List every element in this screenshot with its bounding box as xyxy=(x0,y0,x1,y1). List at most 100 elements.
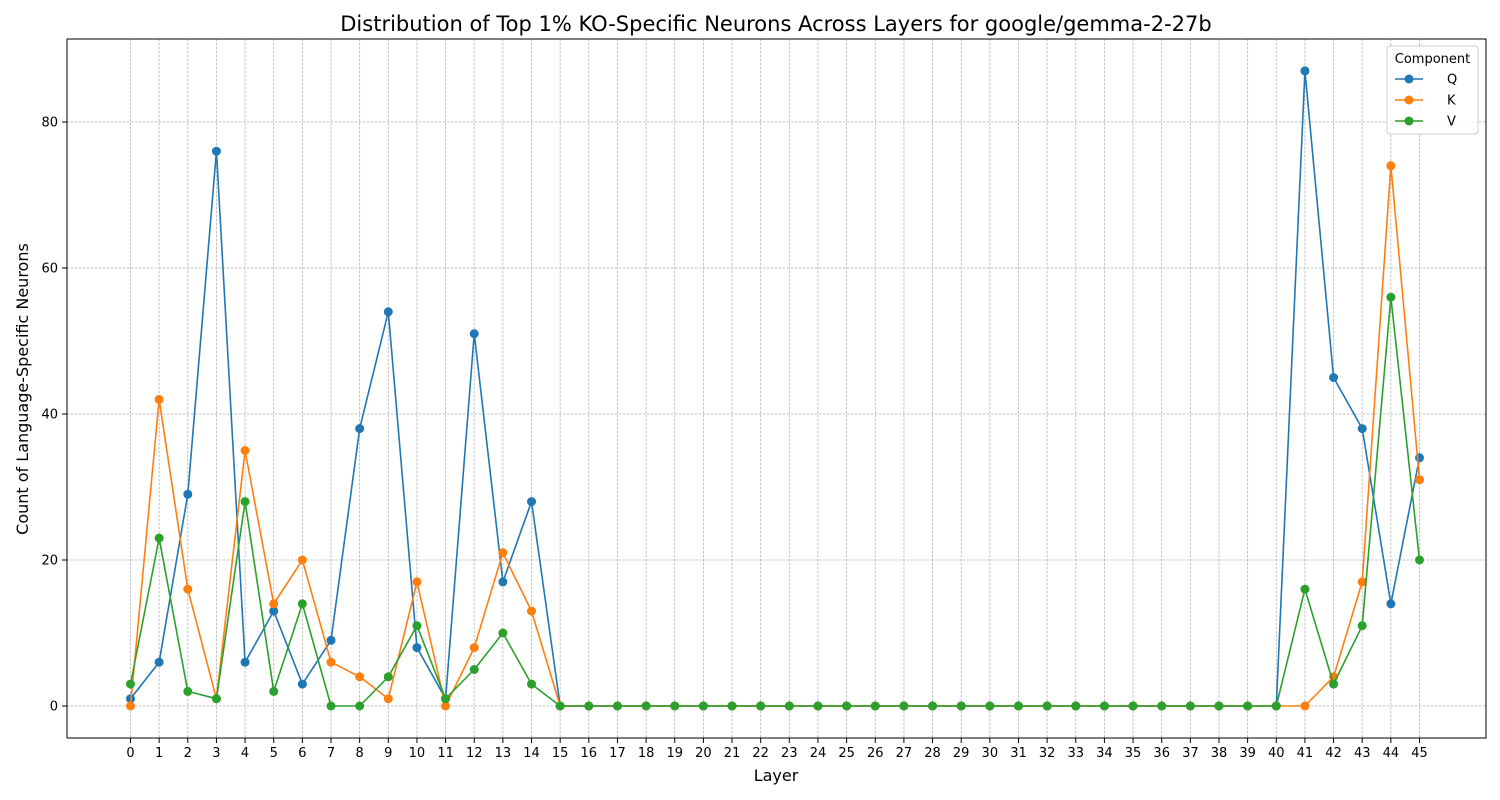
data-point-q xyxy=(1415,453,1424,463)
x-tick-label: 10 xyxy=(409,746,426,761)
series-v xyxy=(126,292,1424,711)
data-point-v xyxy=(727,701,737,711)
legend-label: K xyxy=(1447,94,1456,109)
x-tick-label: 7 xyxy=(327,746,335,761)
data-point-v xyxy=(297,599,307,609)
data-point-v xyxy=(1185,701,1195,711)
data-point-k xyxy=(498,548,508,558)
data-point-v xyxy=(870,701,880,711)
x-tick-label: 20 xyxy=(695,746,712,761)
data-point-v xyxy=(183,686,193,696)
data-point-q xyxy=(383,307,393,317)
y-tick-label: 40 xyxy=(41,408,58,423)
x-tick-label: 16 xyxy=(581,746,598,761)
plot-frame xyxy=(66,38,1487,739)
x-tick-label: 22 xyxy=(752,746,769,761)
data-point-v xyxy=(555,701,565,711)
data-point-k xyxy=(297,555,307,565)
data-point-k xyxy=(527,606,537,616)
data-point-v xyxy=(211,694,221,704)
x-tick-label: 21 xyxy=(724,746,741,761)
data-point-v xyxy=(441,694,451,704)
x-tick-label: 25 xyxy=(838,746,855,761)
x-tick-label: 27 xyxy=(896,746,913,761)
data-point-q xyxy=(240,657,250,667)
y-tick-label: 20 xyxy=(41,554,58,569)
data-point-q xyxy=(1357,424,1367,434)
data-point-v xyxy=(412,621,422,631)
legend-marker xyxy=(1404,116,1414,126)
data-point-q xyxy=(412,643,422,653)
x-tick-label: 6 xyxy=(298,746,306,761)
y-tick-label: 80 xyxy=(41,116,58,131)
data-point-k xyxy=(1415,475,1424,485)
x-tick-label: 42 xyxy=(1325,746,1342,761)
data-point-k xyxy=(240,446,250,455)
data-point-k xyxy=(355,672,365,682)
data-point-v xyxy=(1271,701,1281,711)
data-point-q xyxy=(269,606,279,616)
x-tick-label: 40 xyxy=(1268,746,1285,761)
series-line-v xyxy=(129,296,1421,707)
data-point-k xyxy=(126,701,135,711)
data-point-k xyxy=(326,657,336,667)
x-tick-label: 30 xyxy=(982,746,999,761)
data-point-v xyxy=(1300,584,1310,594)
x-tick-label: 37 xyxy=(1182,746,1199,761)
x-tick-label: 9 xyxy=(384,746,392,761)
series-q xyxy=(126,66,1424,711)
y-tick-label: 0 xyxy=(50,700,58,715)
x-tick-label: 32 xyxy=(1039,746,1056,761)
x-tick-label: 18 xyxy=(638,746,655,761)
x-tick-label: 26 xyxy=(867,746,884,761)
x-tick-label: 45 xyxy=(1411,746,1428,761)
series-layer xyxy=(126,66,1424,711)
x-tick-label: 44 xyxy=(1383,746,1400,761)
data-point-v xyxy=(498,628,508,638)
x-tick-label: 8 xyxy=(356,746,364,761)
data-point-v xyxy=(1329,679,1339,689)
x-tick-label: 34 xyxy=(1096,746,1113,761)
legend-entry-k: K xyxy=(1395,94,1456,109)
data-point-q xyxy=(211,146,221,156)
data-point-v xyxy=(1128,701,1138,711)
data-point-q xyxy=(527,497,537,507)
data-point-v xyxy=(527,679,537,689)
x-tick-label: 43 xyxy=(1354,746,1371,761)
data-point-q xyxy=(1386,599,1396,609)
data-point-v xyxy=(1013,701,1023,711)
data-point-v xyxy=(1042,701,1052,711)
data-point-v xyxy=(985,701,995,711)
data-point-v xyxy=(1157,701,1167,711)
data-point-k xyxy=(441,701,451,711)
x-tick-label: 29 xyxy=(953,746,970,761)
x-tick-label: 35 xyxy=(1125,746,1142,761)
data-point-v xyxy=(1099,701,1109,711)
data-point-v xyxy=(1386,292,1396,302)
data-point-q xyxy=(154,657,164,667)
x-tick-label: 33 xyxy=(1067,746,1084,761)
data-point-q xyxy=(297,679,307,689)
data-point-v xyxy=(1214,701,1224,711)
data-point-v xyxy=(469,665,479,674)
series-line-q xyxy=(129,70,1421,707)
legend-label: V xyxy=(1447,115,1456,130)
data-point-k xyxy=(154,394,164,404)
data-point-k xyxy=(1300,701,1310,711)
data-point-v xyxy=(269,686,279,696)
data-point-v xyxy=(784,701,794,711)
data-point-k xyxy=(269,599,279,609)
data-point-v xyxy=(956,701,966,711)
data-point-v xyxy=(670,701,680,711)
data-point-k xyxy=(1386,161,1396,171)
data-point-v xyxy=(383,672,393,682)
x-tick-label: 39 xyxy=(1239,746,1256,761)
data-point-v xyxy=(612,701,622,711)
data-point-v xyxy=(240,497,250,507)
data-point-v xyxy=(1071,701,1081,711)
series-k xyxy=(126,161,1424,711)
data-point-v xyxy=(1415,555,1424,565)
data-point-v xyxy=(355,701,365,711)
grid xyxy=(67,39,1486,738)
